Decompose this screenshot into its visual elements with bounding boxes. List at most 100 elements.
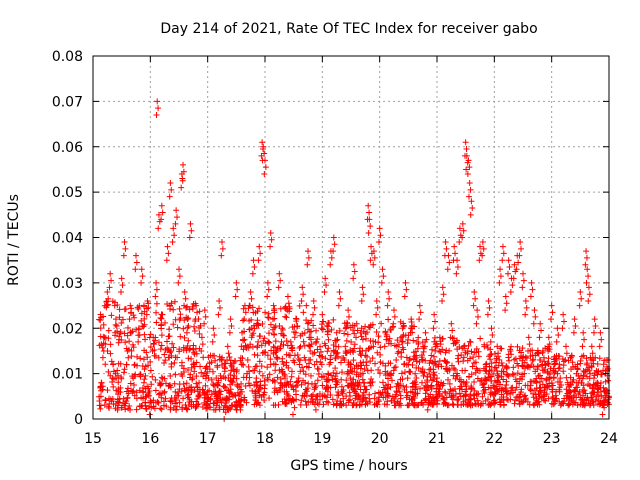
data-point bbox=[488, 377, 495, 384]
data-point bbox=[357, 386, 364, 393]
data-point bbox=[335, 302, 342, 309]
data-point bbox=[147, 397, 154, 404]
data-point bbox=[505, 257, 512, 264]
data-point bbox=[359, 392, 366, 399]
data-point bbox=[539, 381, 546, 388]
data-point bbox=[431, 311, 438, 318]
data-point bbox=[483, 360, 490, 367]
data-point bbox=[591, 389, 598, 396]
data-point bbox=[408, 316, 415, 323]
data-point bbox=[229, 393, 236, 400]
data-point bbox=[172, 316, 179, 323]
data-point bbox=[558, 381, 565, 388]
data-point bbox=[450, 394, 457, 401]
data-point bbox=[182, 401, 189, 408]
data-point bbox=[128, 353, 135, 360]
data-point bbox=[147, 367, 154, 374]
data-point bbox=[113, 387, 120, 394]
data-point bbox=[167, 349, 174, 356]
data-point bbox=[142, 405, 149, 412]
data-point bbox=[467, 402, 474, 409]
data-point bbox=[182, 387, 189, 394]
data-point bbox=[270, 343, 277, 350]
data-point bbox=[462, 139, 469, 146]
data-point bbox=[434, 343, 441, 350]
data-point bbox=[209, 368, 216, 375]
data-point bbox=[537, 357, 544, 364]
data-point bbox=[178, 184, 185, 191]
data-point bbox=[105, 327, 112, 334]
data-point bbox=[167, 180, 174, 187]
data-point bbox=[309, 398, 316, 405]
data-point bbox=[214, 362, 221, 369]
data-point bbox=[179, 175, 186, 182]
data-point bbox=[144, 383, 151, 390]
data-point bbox=[185, 355, 192, 362]
data-point bbox=[485, 298, 492, 305]
data-point bbox=[200, 373, 207, 380]
data-point bbox=[584, 266, 591, 273]
data-point bbox=[406, 355, 413, 362]
data-point bbox=[422, 329, 429, 336]
data-point bbox=[390, 367, 397, 374]
data-point bbox=[572, 322, 579, 329]
data-point bbox=[457, 376, 464, 383]
data-point bbox=[249, 387, 256, 394]
data-point bbox=[264, 279, 271, 286]
data-point bbox=[182, 295, 189, 302]
data-point bbox=[382, 329, 389, 336]
data-point bbox=[503, 300, 510, 307]
data-point bbox=[251, 351, 258, 358]
data-point bbox=[488, 360, 495, 367]
data-point bbox=[272, 338, 279, 345]
data-point bbox=[373, 298, 380, 305]
data-point bbox=[148, 404, 155, 411]
data-point bbox=[582, 400, 589, 407]
data-point bbox=[165, 333, 172, 340]
data-point bbox=[330, 401, 337, 408]
data-point bbox=[421, 343, 428, 350]
data-point bbox=[365, 202, 372, 209]
data-point bbox=[368, 243, 375, 250]
x-tick-label: 19 bbox=[313, 431, 331, 447]
data-point bbox=[142, 399, 149, 406]
data-point bbox=[346, 389, 353, 396]
data-point bbox=[158, 406, 165, 413]
data-point bbox=[416, 316, 423, 323]
data-point bbox=[122, 245, 129, 252]
data-point bbox=[432, 343, 439, 350]
data-point bbox=[551, 398, 558, 405]
data-point bbox=[453, 270, 460, 277]
data-point bbox=[259, 139, 266, 146]
data-point bbox=[397, 376, 404, 383]
data-point bbox=[231, 358, 238, 365]
data-point bbox=[304, 261, 311, 268]
data-point bbox=[560, 311, 567, 318]
data-point bbox=[513, 266, 520, 273]
data-point bbox=[226, 329, 233, 336]
data-point bbox=[562, 357, 569, 364]
data-point bbox=[378, 279, 385, 286]
data-point bbox=[348, 361, 354, 368]
data-point bbox=[136, 387, 143, 394]
data-point bbox=[132, 266, 139, 273]
data-point bbox=[436, 391, 443, 398]
data-point bbox=[473, 365, 480, 372]
data-point bbox=[122, 306, 129, 313]
data-point bbox=[419, 357, 426, 364]
data-point bbox=[599, 411, 606, 418]
data-point bbox=[437, 341, 444, 348]
data-point bbox=[153, 286, 160, 293]
data-point bbox=[504, 372, 511, 379]
data-point bbox=[556, 388, 563, 395]
data-point bbox=[427, 384, 434, 391]
y-tick-label: 0.02 bbox=[52, 321, 83, 337]
data-point bbox=[308, 341, 315, 348]
data-point bbox=[141, 315, 148, 322]
data-point bbox=[97, 317, 104, 324]
data-point bbox=[426, 400, 433, 407]
data-point bbox=[466, 338, 473, 345]
data-point bbox=[394, 398, 401, 405]
x-tick-label: 15 bbox=[84, 431, 102, 447]
data-point bbox=[125, 354, 132, 361]
